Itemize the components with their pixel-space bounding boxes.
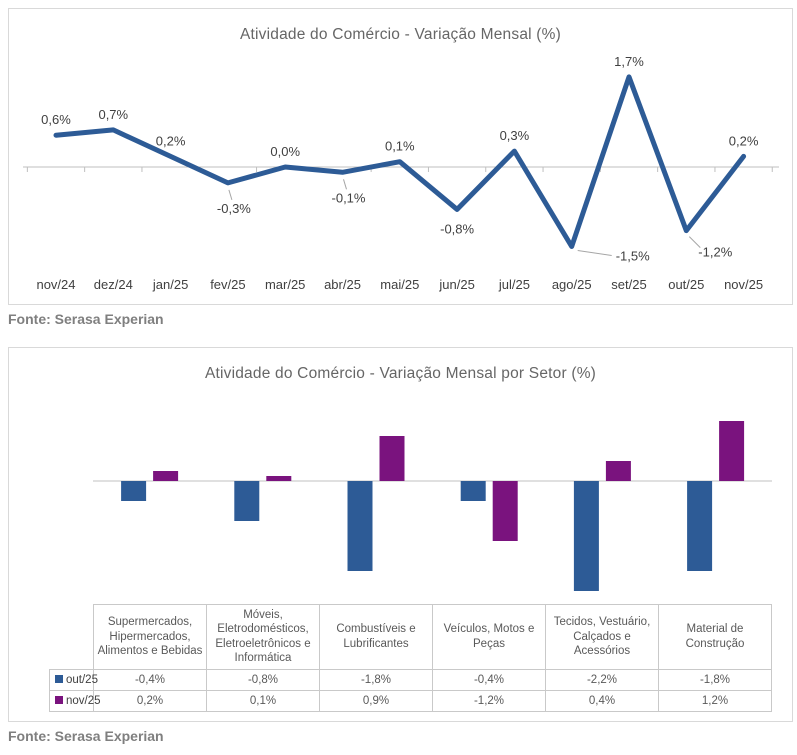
bar-out/25-cat0 — [121, 481, 147, 501]
line-data-label: 0,0% — [270, 144, 300, 159]
value-cell: -0,4% — [93, 668, 207, 691]
table-corner-cell — [50, 605, 94, 670]
bar-out/25-cat4 — [573, 481, 599, 591]
sector-header-cell: Móveis, Eletrodomésticos, Eletroeletrôni… — [206, 604, 320, 670]
line-data-label: 0,2% — [156, 133, 186, 148]
bar-out/25-cat3 — [460, 481, 486, 501]
monthly-variation-line-chart: 0,6% nov/24 0,7% dez/24 0,2% jan/25 -0,3% fev/2… — [23, 54, 779, 292]
monthly-variation-line-chart-panel: Atividade do Comércio - Variação Mensal … — [8, 8, 793, 305]
x-axis-label: mai/25 — [380, 277, 419, 292]
sector-header-cell: Combustíveis e Lubrificantes — [319, 604, 433, 670]
bar-nov/25-cat1 — [266, 476, 292, 481]
x-axis-label: jul/25 — [498, 277, 530, 292]
source-caption-bottom: Fonte: Serasa Experian — [8, 728, 164, 744]
value-cell: 0,1% — [206, 689, 320, 713]
x-axis-label: dez/24 — [94, 277, 133, 292]
line-data-label: 0,6% — [41, 112, 71, 127]
label-leader-line — [343, 179, 347, 190]
value-cell: 0,2% — [93, 689, 207, 713]
sector-header-cell: Material de Construção — [658, 604, 772, 670]
table-row: out/25 -0,4% -0,8% -1,8% -0,4% -2,2% -1,8% — [49, 668, 772, 691]
x-axis-label: out/25 — [668, 277, 704, 292]
bar-nov/25-cat0 — [153, 471, 179, 481]
legend-out/25: out/25 — [49, 668, 98, 691]
x-axis-label: nov/25 — [724, 277, 763, 292]
legend-nov/25: nov/25 — [49, 689, 101, 713]
bar-out/25-cat5 — [687, 481, 713, 571]
sector-header-cell: Supermercados, Hipermercados, Alimentos … — [93, 604, 207, 670]
line-data-label: 0,7% — [98, 107, 128, 122]
label-leader-line — [577, 250, 612, 256]
sector-variation-bar-chart-panel: Atividade do Comércio - Variação Mensal … — [8, 347, 793, 722]
bar-out/25-cat2 — [347, 481, 373, 571]
bar-nov/25-cat4 — [605, 461, 631, 481]
bar-nov/25-cat3 — [492, 481, 518, 541]
value-cell: -2,2% — [545, 668, 659, 691]
line-data-label: -1,5% — [616, 249, 650, 264]
value-cell: -1,8% — [658, 668, 772, 691]
sector-data-table: Supermercados, Hipermercados, Alimentos … — [49, 604, 772, 713]
x-axis-label: nov/24 — [36, 277, 75, 292]
line-data-label: -0,3% — [217, 201, 251, 216]
line-data-label: -0,1% — [332, 190, 366, 205]
line-data-label: -1,2% — [698, 245, 732, 260]
line-data-label: 0,3% — [500, 128, 530, 143]
x-axis-label: jun/25 — [438, 277, 474, 292]
x-axis-label: jan/25 — [152, 277, 188, 292]
value-cell: -0,4% — [432, 668, 546, 691]
legend-swatch-icon — [55, 674, 63, 683]
line-chart-title: Atividade do Comércio - Variação Mensal … — [239, 26, 562, 43]
bar-nov/25-cat2 — [379, 436, 405, 481]
sector-header-cell: Tecidos, Vestuário, Calçados e Acessório… — [545, 604, 659, 670]
x-axis-label: mar/25 — [265, 277, 305, 292]
value-cell: 0,4% — [545, 689, 659, 713]
sector-header-cell: Veículos, Motos e Peças — [432, 604, 546, 670]
x-axis-label: fev/25 — [210, 277, 245, 292]
bar-nov/25-cat5 — [719, 421, 745, 481]
bar-out/25-cat1 — [234, 481, 260, 521]
legend-swatch-icon — [55, 695, 63, 704]
line-data-label: -0,8% — [440, 221, 474, 236]
value-cell: 0,9% — [319, 689, 433, 713]
line-data-label: 0,1% — [385, 139, 415, 154]
value-cell: 1,2% — [658, 689, 772, 713]
x-axis-label: ago/25 — [552, 277, 592, 292]
label-leader-line — [228, 189, 233, 201]
label-leader-line — [688, 236, 701, 248]
value-cell: -1,8% — [319, 668, 433, 691]
table-row: nov/25 0,2% 0,1% 0,9% -1,2% 0,4% 1,2% — [49, 689, 772, 713]
trend-line — [53, 74, 747, 249]
line-data-label: 0,2% — [729, 133, 759, 148]
value-cell: -1,2% — [432, 689, 546, 713]
x-axis-label: set/25 — [611, 277, 646, 292]
value-cell: -0,8% — [206, 668, 320, 691]
sector-variation-bar-chart — [93, 421, 772, 591]
x-axis-label: abr/25 — [324, 277, 361, 292]
bar-chart-title: Atividade do Comércio - Variação Mensal … — [204, 365, 597, 382]
line-data-label: 1,7% — [614, 54, 644, 69]
source-caption-top: Fonte: Serasa Experian — [8, 311, 164, 327]
